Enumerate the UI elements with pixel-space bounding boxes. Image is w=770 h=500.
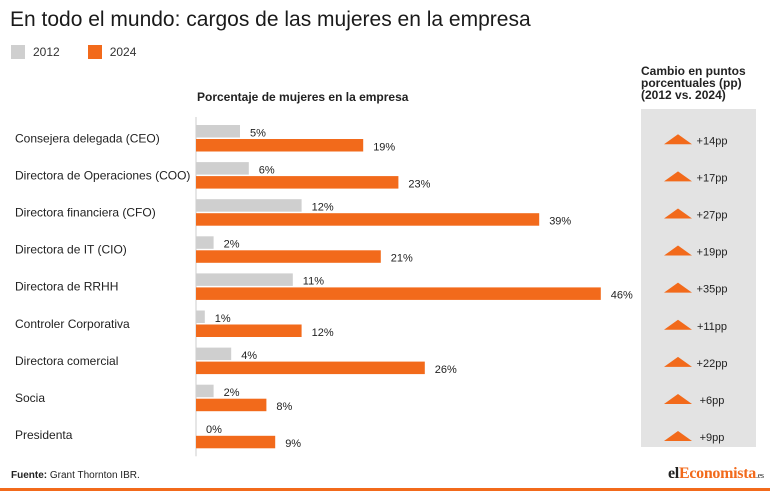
value-label-2012: 1% <box>215 313 231 325</box>
bar-2012 <box>196 199 302 212</box>
change-value: +9pp <box>700 432 725 444</box>
up-triangle-icon <box>664 319 692 330</box>
value-label-2012: 5% <box>250 127 266 139</box>
bar-2012 <box>196 125 240 138</box>
category-label: Socia <box>15 391 45 405</box>
up-triangle-icon <box>664 171 692 182</box>
change-column-header: Cambio en puntos porcentuales (pp) (2012… <box>641 64 746 102</box>
change-value: +27pp <box>697 209 728 221</box>
up-triangle-icon <box>664 208 692 219</box>
change-value: +6pp <box>700 395 725 407</box>
category-label: Consejera delegada (CEO) <box>15 131 160 145</box>
bar-2024 <box>196 435 276 449</box>
bar-chart: Consejera delegada (CEO) 5% 19% +14pp Direct… <box>15 117 728 457</box>
value-label-2024: 46% <box>611 290 633 302</box>
value-label-2012: 2% <box>224 387 240 399</box>
bar-2024 <box>196 361 425 375</box>
up-triangle-icon <box>664 431 692 442</box>
change-value: +11pp <box>697 321 727 333</box>
change-panel <box>641 109 756 447</box>
value-label-2012: 4% <box>241 350 257 362</box>
value-label-2012: 2% <box>224 239 240 251</box>
category-label: Directora de IT (CIO) <box>15 243 127 257</box>
category-label: Directora comercial <box>15 354 118 368</box>
bar-2012 <box>196 310 205 323</box>
legend-item-2024: 2024 <box>87 45 137 59</box>
source-label: Fuente: <box>11 470 48 481</box>
chart-title: En todo el mundo: cargos de las mujeres … <box>10 8 531 31</box>
bar-2024 <box>196 287 601 300</box>
change-value: +14pp <box>697 135 728 147</box>
change-value: +17pp <box>697 172 728 184</box>
source-note: Fuente: Grant Thornton IBR. <box>11 470 140 481</box>
legend-item-2012: 2012 <box>11 45 60 59</box>
category-label: Directora de RRHH <box>15 280 118 294</box>
up-triangle-icon <box>664 356 692 367</box>
legend-label-2012: 2012 <box>33 45 60 59</box>
value-label-2012: 11% <box>303 276 324 288</box>
bar-2012 <box>196 347 232 361</box>
category-label: Controler Corporativa <box>15 317 130 331</box>
value-label-2012: 0% <box>206 424 222 436</box>
up-triangle-icon <box>664 245 692 256</box>
value-label-2024: 9% <box>285 438 301 450</box>
source-text: Grant Thornton IBR. <box>49 470 140 481</box>
bottom-accent-bar <box>0 488 770 491</box>
value-label-2012: 12% <box>312 201 334 213</box>
value-label-2024: 26% <box>435 364 457 376</box>
bar-2012 <box>196 273 293 286</box>
bar-2024 <box>196 250 381 263</box>
brand-suffix: .es <box>755 471 764 480</box>
value-label-2024: 23% <box>408 178 430 190</box>
change-value: +19pp <box>697 247 728 259</box>
value-label-2024: 8% <box>276 401 292 413</box>
value-label-2024: 21% <box>391 253 413 265</box>
brand-part1: el <box>668 465 679 482</box>
bar-2024 <box>196 324 302 337</box>
chart-subheading: Porcentaje de mujeres en la empresa <box>197 90 409 104</box>
legend: 2012 2024 <box>11 45 164 59</box>
change-value: +22pp <box>697 358 728 370</box>
value-label-2012: 6% <box>259 164 275 176</box>
up-triangle-icon <box>664 282 692 293</box>
category-label: Directora de Operaciones (COO) <box>15 168 190 182</box>
bar-2012 <box>196 384 214 398</box>
change-value: +35pp <box>697 284 728 296</box>
value-label-2024: 39% <box>549 215 571 227</box>
value-label-2024: 12% <box>312 327 334 339</box>
bar-2012 <box>196 236 214 249</box>
up-triangle-icon <box>664 393 692 404</box>
bar-2024 <box>196 176 399 189</box>
bar-2024 <box>196 139 364 152</box>
bar-2012 <box>196 162 249 175</box>
legend-swatch-2012 <box>11 45 25 59</box>
brand-part2: Economista <box>678 465 756 482</box>
category-label: Presidenta <box>15 428 73 442</box>
brand-logo: elEconomista.es <box>668 465 764 483</box>
legend-swatch-2024 <box>87 45 102 59</box>
value-label-2024: 19% <box>373 141 395 153</box>
bar-2024 <box>196 398 267 412</box>
bar-2024 <box>196 213 540 226</box>
category-label: Directora financiera (CFO) <box>15 205 156 219</box>
legend-label-2024: 2024 <box>109 45 137 59</box>
up-triangle-icon <box>664 134 692 145</box>
